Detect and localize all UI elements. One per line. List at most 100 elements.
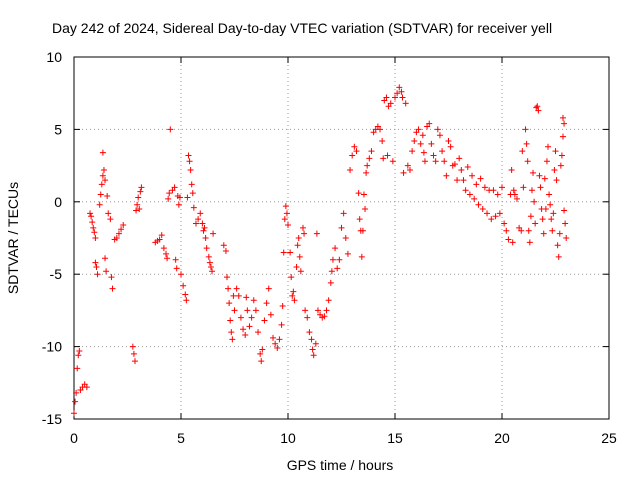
data-point	[96, 201, 103, 208]
data-point	[283, 210, 290, 217]
data-point	[71, 410, 77, 417]
data-point	[406, 166, 413, 173]
data-point	[473, 181, 480, 188]
data-point	[287, 249, 294, 256]
data-point	[436, 132, 443, 139]
data-point	[532, 220, 539, 227]
data-point	[557, 162, 564, 169]
data-point	[553, 177, 560, 184]
data-point	[91, 229, 98, 236]
data-point	[524, 158, 531, 165]
data-point	[445, 137, 452, 144]
data-point	[377, 126, 384, 133]
data-point	[118, 226, 125, 233]
data-points	[71, 84, 570, 417]
data-point	[201, 224, 208, 231]
data-point	[535, 107, 542, 114]
data-point	[237, 314, 244, 321]
data-point	[559, 114, 566, 121]
data-point	[240, 326, 247, 333]
data-point	[138, 184, 145, 191]
x-tick-label: 10	[280, 430, 296, 446]
data-point	[109, 285, 116, 292]
data-point	[466, 191, 473, 198]
data-point	[561, 120, 568, 127]
data-point	[231, 307, 238, 314]
data-point	[363, 169, 370, 176]
data-point	[336, 256, 343, 263]
data-point	[559, 133, 566, 140]
data-point	[83, 384, 90, 391]
data-point	[73, 389, 80, 396]
data-point	[368, 148, 375, 155]
data-point	[510, 187, 517, 194]
data-point	[165, 195, 172, 202]
data-point	[288, 274, 295, 281]
data-point	[443, 172, 450, 179]
data-point	[554, 242, 561, 249]
data-point	[276, 336, 283, 343]
data-point	[90, 224, 97, 231]
data-point	[189, 190, 196, 197]
data-point	[432, 158, 439, 165]
data-point	[293, 263, 300, 270]
data-point	[172, 256, 179, 263]
data-point	[210, 230, 217, 237]
data-point	[222, 248, 229, 255]
data-point	[289, 292, 296, 299]
data-point	[392, 94, 398, 101]
data-point	[104, 193, 111, 200]
data-point	[526, 239, 533, 246]
data-point	[185, 152, 192, 159]
data-point	[379, 137, 386, 144]
data-point	[209, 268, 216, 275]
data-point	[511, 191, 518, 198]
data-point	[534, 103, 541, 110]
data-point	[229, 336, 236, 343]
data-point	[496, 210, 503, 217]
data-point	[310, 352, 317, 359]
data-point	[94, 271, 101, 278]
data-point	[328, 268, 335, 275]
data-point	[558, 152, 565, 159]
data-point	[182, 291, 189, 298]
data-point	[235, 292, 242, 299]
data-point	[199, 220, 206, 227]
data-point	[100, 166, 107, 173]
data-point	[113, 235, 120, 241]
data-point	[556, 230, 563, 237]
data-point	[135, 194, 142, 201]
data-point	[469, 172, 476, 179]
data-point	[549, 227, 556, 234]
data-point	[342, 235, 349, 241]
data-point	[340, 210, 347, 217]
data-point	[136, 206, 143, 213]
data-point	[523, 140, 530, 147]
data-point	[203, 245, 210, 252]
data-point	[551, 166, 558, 173]
data-point	[484, 210, 491, 217]
data-point	[505, 236, 512, 243]
data-point	[329, 256, 336, 263]
data-point	[207, 263, 214, 270]
data-point	[552, 148, 559, 155]
data-point	[88, 213, 95, 220]
data-point	[321, 313, 328, 320]
grid	[74, 57, 609, 419]
data-point	[428, 140, 435, 147]
data-point	[499, 184, 505, 191]
data-point	[527, 213, 534, 220]
data-point	[409, 148, 416, 155]
data-point	[130, 350, 137, 357]
data-point	[97, 191, 104, 198]
data-point	[167, 126, 174, 133]
data-point	[309, 346, 316, 353]
data-point	[164, 255, 171, 262]
data-point	[99, 149, 106, 156]
x-tick-label: 20	[494, 430, 510, 446]
data-point	[99, 172, 106, 179]
data-point	[184, 194, 191, 201]
data-point	[384, 152, 391, 159]
data-point	[180, 282, 187, 289]
plot-frame	[73, 56, 610, 420]
